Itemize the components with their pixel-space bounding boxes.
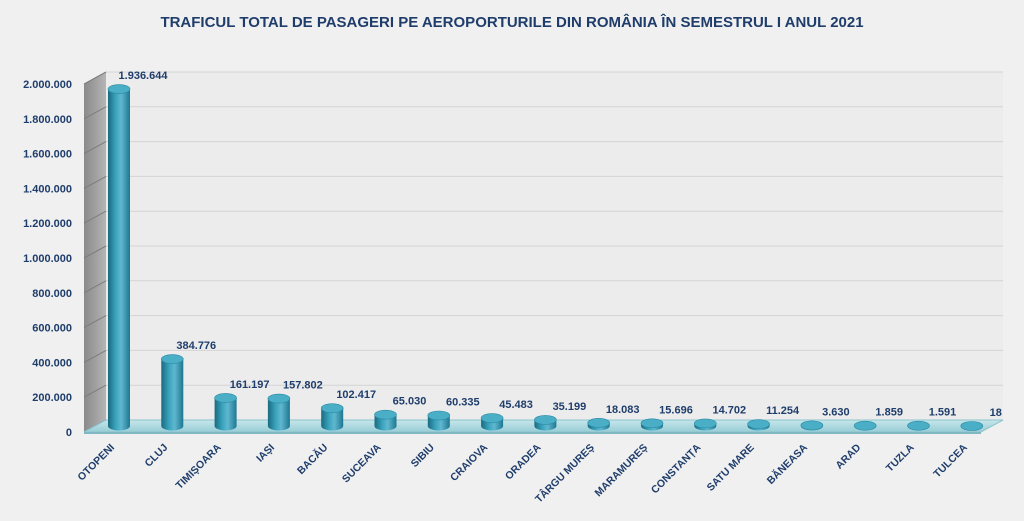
data-label: 1.936.644 (119, 70, 169, 82)
bar-top (107, 84, 131, 94)
data-label: 18 (990, 407, 1002, 419)
category-label: TUZLA (884, 441, 917, 474)
gridline-side (83, 210, 107, 224)
gridline-side (83, 384, 107, 398)
gridline-side (83, 245, 107, 259)
category-label: OTOPENI (75, 442, 117, 484)
category-label: BACĂU (294, 441, 330, 477)
category-label: CONSTANȚA (649, 441, 704, 496)
category-label: SUCEAVA (340, 441, 384, 485)
bar-top (214, 393, 237, 403)
data-label: 102.417 (336, 389, 376, 401)
gridline-side (83, 141, 107, 155)
data-label: 1.591 (929, 407, 957, 419)
bar-top (800, 420, 824, 431)
data-label: 157.802 (283, 380, 323, 392)
data-label: 14.702 (712, 404, 746, 416)
bar (108, 89, 130, 431)
bar-top (534, 415, 557, 425)
category-label: TIMIȘOARA (174, 441, 224, 491)
category-label: BĂNEASA (764, 441, 810, 487)
gridline-side (83, 280, 107, 294)
category-label: CRAIOVA (448, 441, 490, 483)
data-label: 3.630 (822, 406, 850, 418)
category-label: IAȘI (254, 442, 277, 465)
category-label: MARAMUREȘ (593, 442, 651, 500)
category-label: TULCEA (931, 441, 970, 480)
category-label: ARAD (833, 441, 863, 471)
data-label: 35.199 (553, 401, 587, 413)
category-label: SATU MARE (705, 442, 757, 494)
bar (267, 398, 290, 431)
data-label: 15.696 (659, 404, 693, 416)
data-label: 65.030 (393, 396, 427, 408)
bar-top (427, 410, 451, 421)
category-label: CLUJ (143, 442, 171, 470)
bar (161, 359, 184, 431)
y-tick-label: 800.000 (32, 288, 72, 300)
y-tick-label: 1.600.000 (23, 149, 72, 161)
gridline-side (83, 175, 107, 189)
y-tick-label: 1.800.000 (23, 114, 72, 126)
y-tick-label: 1.000.000 (23, 253, 72, 265)
data-label: 384.776 (176, 340, 216, 352)
bar-top (374, 409, 397, 420)
bar (214, 397, 237, 431)
category-label: ORADEA (503, 441, 544, 482)
bar-top (640, 418, 664, 429)
bar-top (161, 354, 184, 364)
plot-area: 0 200.000 400.000 600.000 800.000 1.000.000 1.… (23, 70, 1004, 505)
chart-title: TRAFICUL TOTAL DE PASAGERI PE AEROPORTUR… (160, 13, 863, 31)
floor-edge (84, 432, 981, 434)
y-tick-label: 400.000 (32, 357, 72, 369)
category-label: SIBIU (409, 442, 437, 470)
bar-top (960, 421, 984, 431)
gridline-side (83, 106, 107, 120)
bar-top (907, 420, 930, 431)
bar-top (267, 393, 291, 404)
bar-top (693, 418, 717, 429)
gridline-side (83, 315, 107, 329)
data-label: 11.254 (766, 405, 800, 417)
bar-top (480, 413, 504, 423)
bar-top (587, 418, 611, 428)
data-label: 161.197 (230, 379, 270, 391)
y-tick-label: 1.400.000 (23, 183, 72, 195)
data-label: 45.483 (499, 399, 533, 411)
bar (321, 408, 344, 431)
y-tick-label: 1.200.000 (23, 218, 72, 230)
data-label: 1.859 (875, 407, 903, 419)
bar-top (853, 420, 877, 431)
gridline-side (83, 349, 107, 363)
data-label: 60.335 (446, 397, 480, 409)
bar-top (747, 419, 770, 429)
bar-top (320, 403, 344, 413)
y-tick-label: 600.000 (32, 323, 72, 335)
y-tick-label: 0 (66, 427, 72, 439)
gridline-side (83, 71, 107, 85)
data-label: 18.083 (606, 404, 640, 416)
y-tick-label: 200.000 (32, 392, 72, 404)
y-tick-label: 2.000.000 (23, 79, 72, 91)
